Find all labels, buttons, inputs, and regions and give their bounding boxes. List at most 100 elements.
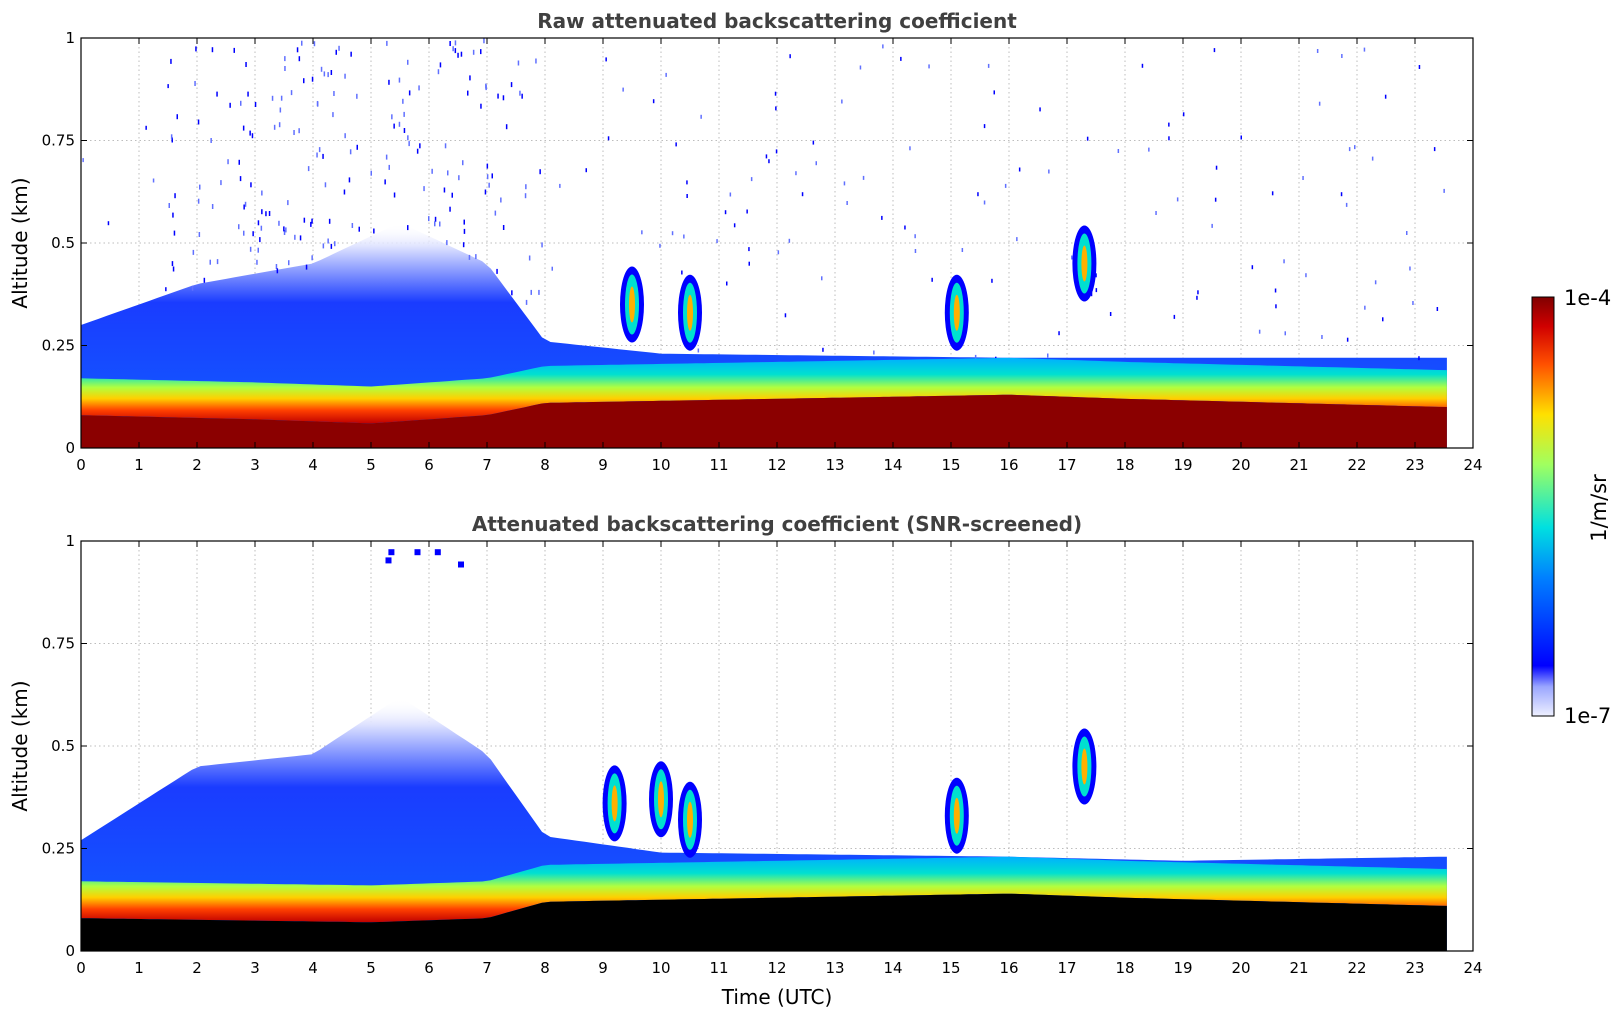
noise-speck (283, 226, 285, 232)
noise-speck (1374, 280, 1377, 285)
noise-speck (961, 248, 964, 252)
noise-speck (1302, 176, 1304, 180)
noise-speck (327, 72, 329, 78)
noise-speck (320, 66, 323, 72)
y-axis: 0 0.25 0.5 0.75 1 (42, 532, 1473, 960)
x-tick-label: 2 (192, 456, 202, 474)
noise-speck (815, 161, 817, 166)
noise-speck (294, 234, 296, 240)
noise-specks (385, 549, 464, 568)
y-tick-label: 1 (65, 532, 75, 550)
cloud-mark (944, 274, 969, 351)
strong-layer-mark (81, 394, 1447, 448)
noise-speck (373, 228, 375, 234)
noise-speck (261, 190, 263, 196)
noise-speck (428, 216, 430, 222)
noise-speck (227, 159, 229, 165)
noise-speck (480, 49, 482, 55)
noise-speck (199, 184, 201, 190)
noise-speck (434, 216, 437, 222)
noise-speck (256, 259, 258, 265)
noise-speck (343, 189, 346, 195)
noise-speck (370, 170, 372, 176)
noise-speck (812, 140, 815, 145)
noise-speck (551, 266, 553, 271)
noise-speck (1354, 145, 1356, 150)
x-tick-label: 13 (825, 456, 844, 474)
noise-speck (318, 147, 321, 153)
colorbar-gradient (1531, 296, 1555, 717)
noise-speck (419, 143, 421, 149)
noise-speck (1275, 304, 1277, 309)
colorbar-min-label: 1e-7 (1564, 704, 1611, 728)
noise-speck (174, 193, 176, 199)
noise-speck (1173, 314, 1176, 319)
x-tick-label: 23 (1405, 959, 1424, 977)
noise-speck (777, 250, 780, 255)
noise-speck (528, 255, 531, 261)
y-axis-label: Altitude (km) (8, 680, 32, 811)
noise-speck (539, 169, 541, 175)
x-tick-label: 14 (883, 456, 902, 474)
noise-speck (324, 182, 327, 188)
noise-speck (239, 176, 242, 182)
noise-speck (335, 49, 337, 55)
x-tick-label: 0 (76, 959, 86, 977)
noise-speck (1251, 265, 1254, 270)
x-tick-label: 22 (1347, 959, 1366, 977)
noise-speck (278, 122, 281, 128)
noise-speck (1384, 94, 1387, 99)
noise-speck (296, 47, 299, 53)
noise-speck (724, 210, 727, 215)
noise-speck (1047, 353, 1049, 358)
noise-speck (496, 268, 498, 274)
x-tick-label: 18 (1115, 456, 1134, 474)
x-tick-label: 12 (767, 959, 786, 977)
noise-speck (287, 200, 289, 206)
x-tick-label: 19 (1173, 959, 1192, 977)
noise-speck (250, 182, 252, 188)
noise-speck (293, 130, 295, 135)
noise-speck (1214, 197, 1217, 202)
noise-speck (881, 215, 883, 220)
noise-speck (683, 234, 685, 239)
noise-speck (176, 114, 178, 120)
noise-speck (1348, 147, 1351, 152)
noise-speck (252, 231, 254, 237)
cloud-mark (678, 274, 702, 351)
x-tick-label: 23 (1405, 456, 1424, 474)
noise-speck (1071, 255, 1073, 260)
x-tick-label: 14 (883, 959, 902, 977)
noise-speck (284, 56, 286, 62)
noise-speck (1346, 337, 1349, 342)
noise-speck (170, 134, 173, 140)
noise-speck (211, 204, 214, 209)
noise-speck (197, 198, 200, 204)
noise-speck (457, 52, 459, 58)
cloud-mark (1072, 728, 1097, 805)
noise-speck (251, 133, 254, 139)
noise-speck (987, 63, 990, 68)
noise-speck (171, 261, 174, 267)
noise-speck (393, 123, 395, 129)
noise-speck (681, 270, 683, 275)
noise-speck (311, 76, 314, 82)
noise-speck (483, 38, 485, 44)
noise-speck (525, 184, 527, 190)
noise-speck (525, 299, 528, 305)
noise-speck (1345, 202, 1348, 207)
y-tick-label: 0.75 (42, 132, 75, 150)
cloud-mark (649, 761, 673, 838)
x-tick-label: 7 (482, 456, 492, 474)
noise-speck (322, 153, 324, 159)
noise-speck (322, 243, 325, 249)
noise-speck (216, 259, 219, 265)
noise-speck (1240, 135, 1242, 140)
noise-speck (519, 90, 521, 96)
noise-speck (541, 242, 543, 248)
noise-speck (486, 174, 489, 180)
noise-speck (841, 99, 843, 104)
noise-speck (165, 287, 167, 292)
chart-title: Raw attenuated backscattering coefficien… (537, 9, 1017, 33)
noise-speck (229, 102, 231, 108)
